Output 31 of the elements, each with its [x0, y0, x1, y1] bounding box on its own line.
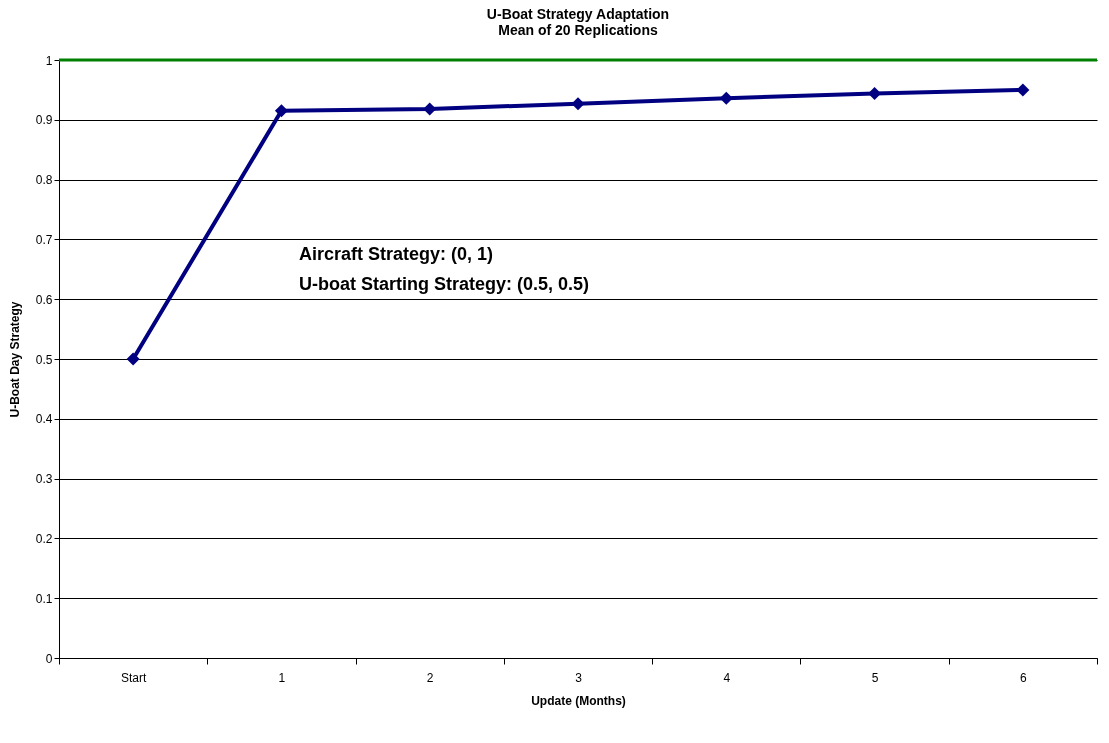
x-axis-title: Update (Months)	[531, 693, 626, 708]
y-tick-label: 0.7	[35, 232, 53, 247]
point	[868, 86, 882, 101]
y-tick-label: 0.5	[35, 352, 53, 367]
chart-title: U-Boat Strategy Adaptation	[486, 6, 670, 22]
y-tick-label: 1	[45, 53, 53, 68]
point	[126, 352, 140, 366]
point	[719, 91, 733, 105]
x-tick-label: 6	[1020, 670, 1028, 685]
x-tick-label: 2	[426, 670, 434, 685]
chart-subtitle: Mean of 20 Replications	[498, 22, 658, 38]
y-tick-label: 0.2	[35, 531, 53, 546]
y-tick-label: 0	[45, 651, 53, 666]
y-tick-label: 0.1	[35, 591, 53, 606]
y-tick-label: 0.8	[35, 173, 53, 188]
y-tick-label: 0.3	[35, 472, 53, 487]
point	[274, 104, 288, 118]
point	[571, 97, 585, 111]
x-tick-label: 4	[723, 670, 731, 685]
x-tick-label: 1	[278, 670, 286, 685]
y-tick-label: 0.6	[35, 292, 53, 307]
x-tick-label: 3	[575, 670, 583, 685]
x-tick-label: 5	[871, 670, 879, 685]
y-tick-label: 0.9	[35, 113, 53, 128]
annotation: U-boat Starting Strategy: (0.5, 0.5)	[299, 274, 590, 294]
point	[423, 102, 437, 116]
x-tick-label: Start	[120, 670, 147, 685]
point	[1016, 83, 1030, 97]
y-tick-label: 0.4	[35, 412, 53, 427]
y-axis-title: U-Boat Day Strategy	[7, 301, 22, 418]
annotation: Aircraft Strategy: (0, 1)	[299, 244, 494, 264]
